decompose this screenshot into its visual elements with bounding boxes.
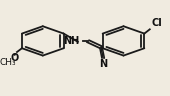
Text: O: O xyxy=(11,53,19,63)
Text: NH: NH xyxy=(63,36,79,46)
Text: CH₃: CH₃ xyxy=(0,58,16,67)
Text: N: N xyxy=(99,59,107,69)
Text: Cl: Cl xyxy=(151,18,162,28)
